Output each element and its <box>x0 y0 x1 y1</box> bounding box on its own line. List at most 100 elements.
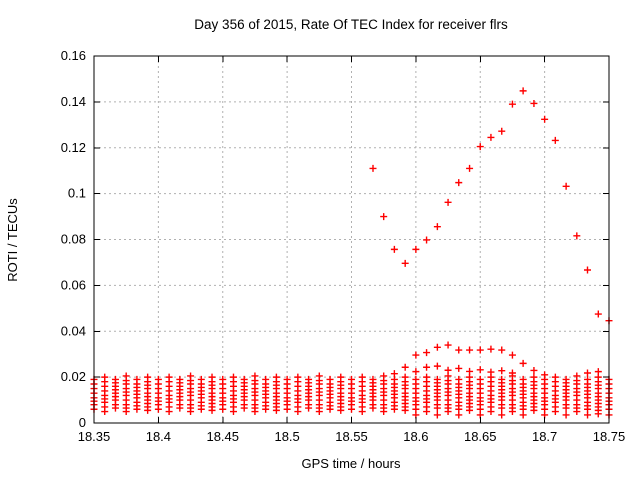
data-point-marker <box>498 346 506 354</box>
data-point-marker <box>466 373 474 381</box>
data-point-marker <box>444 341 452 349</box>
x-tick-label: 18.65 <box>464 429 497 444</box>
data-point-marker <box>444 372 452 380</box>
data-point-marker <box>144 373 152 381</box>
x-tick-label: 18.45 <box>206 429 239 444</box>
data-point-marker <box>508 372 516 380</box>
data-point-marker <box>519 359 527 367</box>
data-point-marker <box>176 375 184 383</box>
data-point-marker <box>466 346 474 354</box>
data-point-marker <box>594 373 602 381</box>
data-point-marker <box>433 375 441 383</box>
data-point-marker <box>401 259 409 267</box>
data-point-marker <box>380 372 388 380</box>
data-point-marker <box>369 375 377 383</box>
y-tick-label: 0.08 <box>61 232 86 247</box>
data-point-marker <box>283 375 291 383</box>
data-point-marker <box>583 369 591 377</box>
data-point-marker <box>498 375 506 383</box>
data-point-marker <box>455 346 463 354</box>
data-point-marker <box>390 245 398 253</box>
data-point-marker <box>165 373 173 381</box>
data-point-marker <box>412 375 420 383</box>
data-point-marker <box>551 373 559 381</box>
data-point-marker <box>433 411 441 419</box>
data-point-marker <box>111 375 119 383</box>
data-point-marker <box>573 232 581 240</box>
data-point-marker <box>229 373 237 381</box>
data-point-marker <box>122 372 130 380</box>
data-point-marker <box>541 115 549 123</box>
data-point-marker <box>476 366 484 374</box>
data-point-marker <box>487 345 495 353</box>
tick-labels: 18.35 18.4 18.45 18.5 18.55 18.6 18.65 18.7 18.7… <box>61 48 626 444</box>
data-point-marker <box>498 411 506 419</box>
data-point-marker <box>369 164 377 172</box>
data-point-marker <box>219 375 227 383</box>
y-tick-label: 0 <box>79 415 86 430</box>
arc-series <box>369 87 613 325</box>
data-point-marker <box>455 375 463 383</box>
data-point-marker <box>262 375 270 383</box>
x-tick-label: 18.55 <box>335 429 368 444</box>
data-point-marker <box>594 310 602 318</box>
data-point-marker <box>541 375 549 383</box>
data-point-marker <box>423 349 431 357</box>
data-point-marker <box>584 375 592 383</box>
y-tick-label: 0.06 <box>61 277 86 292</box>
data-point-marker <box>487 373 495 381</box>
data-point-marker <box>508 351 516 359</box>
axes-border <box>93 55 610 424</box>
data-point-marker <box>358 373 366 381</box>
data-point-marker <box>240 375 248 383</box>
data-point-marker <box>423 373 431 381</box>
data-point-marker <box>197 375 205 383</box>
data-point-marker <box>423 363 431 371</box>
x-tick-label: 18.7 <box>532 429 557 444</box>
data-point-marker <box>390 375 398 383</box>
y-tick-label: 0.04 <box>61 323 86 338</box>
data-point-marker <box>133 375 141 383</box>
data-point-marker <box>412 368 420 376</box>
data-point-marker <box>272 373 280 381</box>
x-axis-label: GPS time / hours <box>302 456 401 471</box>
data-point-marker <box>412 245 420 253</box>
x-tick-label: 18.6 <box>403 429 428 444</box>
x-tick-label: 18.4 <box>146 429 171 444</box>
data-point-marker <box>498 127 506 135</box>
hump-series <box>412 341 549 379</box>
data-point-marker <box>487 133 495 141</box>
x-tick-label: 18.75 <box>593 429 626 444</box>
data-point-marker <box>562 375 570 383</box>
data-point-marker <box>476 346 484 354</box>
data-point-marker <box>551 136 559 144</box>
y-tick-label: 0.12 <box>61 140 86 155</box>
data-point-marker <box>508 100 516 108</box>
data-point-marker <box>519 375 527 383</box>
data-point-marker <box>101 373 109 381</box>
data-point-marker <box>433 343 441 351</box>
data-point-marker <box>154 375 162 383</box>
data-point-marker <box>412 351 420 359</box>
x-tick-label: 18.35 <box>78 429 111 444</box>
data-point-marker <box>530 373 538 381</box>
band-series <box>90 372 613 419</box>
data-point-marker <box>401 363 409 371</box>
data-point-marker <box>562 182 570 190</box>
data-point-marker <box>337 373 345 381</box>
data-point-marker <box>294 373 302 381</box>
data-point-marker <box>476 375 484 383</box>
y-tick-label: 0.1 <box>68 186 86 201</box>
data-points <box>90 87 613 419</box>
data-point-marker <box>530 99 538 107</box>
data-point-marker <box>423 236 431 244</box>
data-point-marker <box>315 372 323 380</box>
data-point-marker <box>401 373 409 381</box>
data-point-marker <box>455 179 463 187</box>
data-point-marker <box>573 372 581 380</box>
data-point-marker <box>444 198 452 206</box>
data-point-marker <box>305 375 313 383</box>
chart-title: Day 356 of 2015, Rate Of TEC Index for r… <box>194 17 508 32</box>
x-tick-label: 18.5 <box>274 429 299 444</box>
